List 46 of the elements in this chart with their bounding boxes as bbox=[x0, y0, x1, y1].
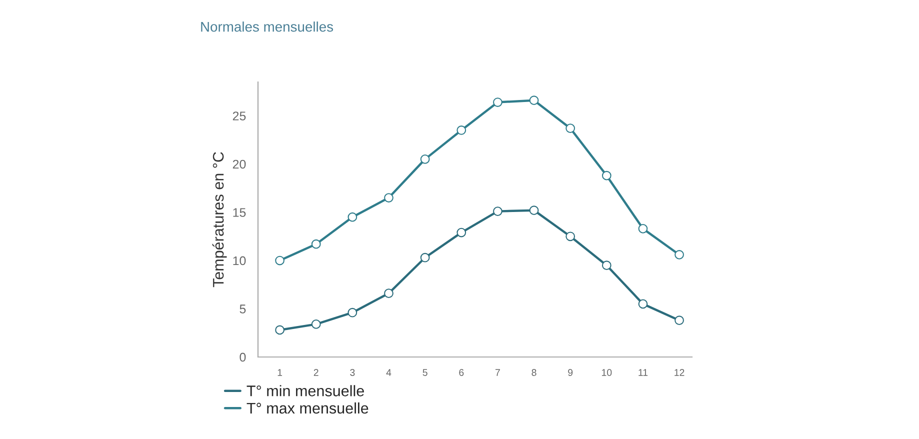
x-tick-label: 12 bbox=[674, 369, 684, 376]
point bbox=[311, 320, 321, 329]
point bbox=[529, 206, 539, 216]
point bbox=[384, 193, 394, 202]
x-tick-label: 1 bbox=[278, 369, 282, 376]
y-tick-label: 0 bbox=[240, 352, 246, 362]
point bbox=[529, 96, 539, 106]
point bbox=[420, 252, 430, 262]
x-tick-label: 9 bbox=[568, 369, 573, 376]
point bbox=[674, 250, 684, 260]
point bbox=[638, 299, 648, 309]
point bbox=[348, 212, 358, 222]
point bbox=[384, 288, 394, 298]
x-tick-label: 11 bbox=[638, 369, 648, 376]
point bbox=[566, 124, 576, 134]
x-tick-label: 5 bbox=[422, 369, 428, 376]
x-tick-label: 6 bbox=[459, 369, 464, 376]
legend-label: T° max mensuelle bbox=[246, 402, 368, 414]
point bbox=[456, 126, 466, 135]
x-tick-label: 2 bbox=[314, 369, 318, 376]
chart-title: Normales mensuelles bbox=[201, 22, 334, 32]
point bbox=[674, 316, 684, 326]
x-tick-label: 3 bbox=[350, 369, 355, 376]
y-tick-label: 20 bbox=[232, 160, 246, 169]
legend-label: T° min mensuelle bbox=[246, 385, 364, 396]
point bbox=[493, 98, 502, 107]
point bbox=[602, 170, 612, 180]
x-tick-label: 7 bbox=[495, 369, 500, 376]
point bbox=[275, 256, 284, 266]
x-tick-label: 4 bbox=[386, 369, 392, 376]
point bbox=[493, 206, 502, 216]
point bbox=[456, 228, 466, 238]
point bbox=[566, 232, 576, 242]
y-tick-label: 5 bbox=[240, 304, 246, 314]
point bbox=[275, 325, 284, 335]
y-tick-label: 10 bbox=[233, 256, 246, 266]
point bbox=[348, 308, 358, 318]
point bbox=[602, 260, 612, 270]
y-axis-title: Températures en °C bbox=[212, 152, 227, 288]
point bbox=[311, 239, 321, 249]
y-tick-label: 15 bbox=[233, 208, 246, 217]
x-tick-label: 10 bbox=[602, 369, 612, 376]
y-tick-label: 25 bbox=[232, 112, 246, 120]
x-tick-label: 8 bbox=[532, 369, 536, 376]
point bbox=[638, 224, 648, 234]
point bbox=[420, 154, 430, 164]
